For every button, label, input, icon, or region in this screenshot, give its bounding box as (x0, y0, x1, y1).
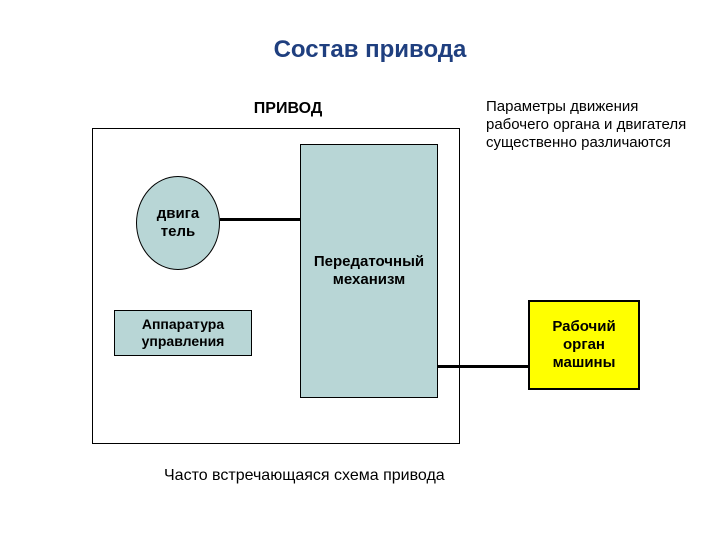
node-engine-label: двигатель (157, 205, 200, 241)
bottom-note-text: Часто встречающаяся схема привода (164, 466, 524, 490)
node-control-apparatus: Аппаратура управления (114, 310, 252, 356)
node-transmission-mechanism: Передаточный механизм (300, 144, 438, 398)
node-transmission-label: Передаточный механизм (305, 253, 433, 289)
connector-transmission-to-working-body (438, 365, 528, 368)
node-working-label: Рабочий орган машины (534, 318, 634, 372)
diagram-subtitle: ПРИВОД (238, 100, 338, 120)
side-note-text: Параметры движения рабочего органа и дви… (486, 98, 696, 188)
node-control-label: Аппаратура управления (119, 316, 247, 350)
diagram-canvas: Состав привода ПРИВОД двигатель Аппарату… (0, 0, 720, 540)
node-working-body: Рабочий орган машины (528, 300, 640, 390)
connector-engine-to-transmission (220, 218, 300, 221)
diagram-title: Состав привода (240, 36, 500, 66)
node-engine: двигатель (136, 176, 220, 270)
